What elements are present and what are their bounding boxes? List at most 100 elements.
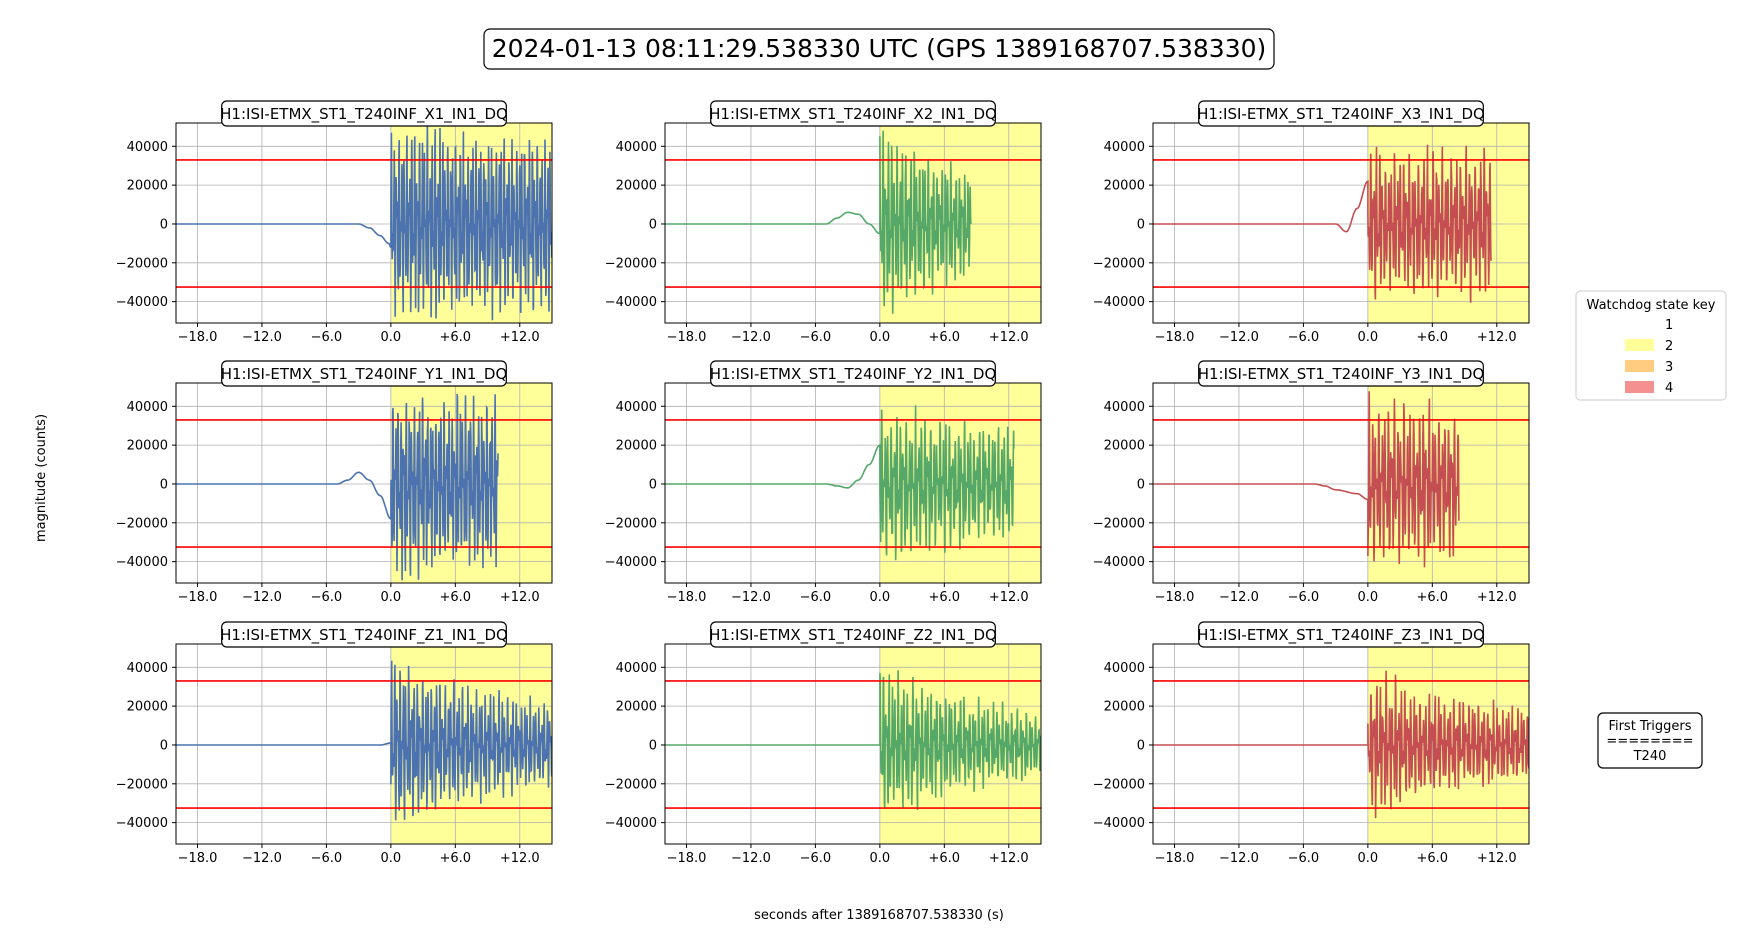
x-tick-label: 0.0 <box>1358 590 1379 605</box>
y-tick-label: 20000 <box>1104 179 1145 194</box>
y-tick-label: 20000 <box>127 179 168 194</box>
y-tick-label: −20000 <box>605 256 657 271</box>
y-tick-label: 20000 <box>127 700 168 715</box>
x-tick-label: +12.0 <box>500 590 540 605</box>
y-tick-label: −20000 <box>1093 516 1145 531</box>
legend-label-2: 2 <box>1665 339 1673 354</box>
x-tick-label: 0.0 <box>381 851 402 866</box>
panel-9: −18.0 −12.0 −6.0 0.0 +6.0 +12.0 40000 20000 0 −20… <box>1093 621 1530 866</box>
y-tick-label: 20000 <box>616 700 657 715</box>
panel-title-box <box>1198 100 1484 127</box>
legend-swatch-3 <box>1625 360 1654 372</box>
panel-title: H1:ISI-ETMX_ST1_T240INF_Z1_IN1_DQ <box>220 626 508 645</box>
panels: −18.0 −12.0 −6.0 0.0 +6.0 +12.0 40000 20000 0 −20… <box>116 100 1530 866</box>
figure-ylabel: magnitude (counts) <box>34 414 49 542</box>
x-tick-label: +12.0 <box>500 330 540 345</box>
panel-title: H1:ISI-ETMX_ST1_T240INF_Z3_IN1_DQ <box>1197 626 1485 645</box>
panel-title: H1:ISI-ETMX_ST1_T240INF_X2_IN1_DQ <box>709 105 997 124</box>
signal-line <box>1153 670 1529 819</box>
signal-line <box>665 130 972 314</box>
figure-title: 2024-01-13 08:11:29.538330 UTC (GPS 1389… <box>492 34 1267 63</box>
x-tick-label: +6.0 <box>440 330 472 345</box>
x-tick-label: −12.0 <box>731 330 771 345</box>
panel-title: H1:ISI-ETMX_ST1_T240INF_Y1_IN1_DQ <box>221 365 508 384</box>
panel-title: H1:ISI-ETMX_ST1_T240INF_X1_IN1_DQ <box>220 105 508 124</box>
panel-title: H1:ISI-ETMX_ST1_T240INF_Z2_IN1_DQ <box>709 626 997 645</box>
x-tick-label: −12.0 <box>731 851 771 866</box>
y-tick-label: 20000 <box>1104 700 1145 715</box>
x-tick-label: +6.0 <box>1417 590 1449 605</box>
figure-xlabel: seconds after 1389168707.538330 (s) <box>754 908 1004 923</box>
signal-line <box>1153 391 1460 568</box>
y-tick-label: −20000 <box>605 516 657 531</box>
signal-line <box>176 393 499 581</box>
panel-3: −18.0 −12.0 −6.0 0.0 +6.0 +12.0 40000 20000 0 −20… <box>1093 100 1530 345</box>
x-tick-label: 0.0 <box>381 330 402 345</box>
y-tick-label: 20000 <box>616 439 657 454</box>
panel-6: −18.0 −12.0 −6.0 0.0 +6.0 +12.0 40000 20000 0 −20… <box>1093 360 1530 605</box>
x-tick-label: −12.0 <box>1219 851 1259 866</box>
y-tick-label: 0 <box>1137 738 1145 753</box>
x-tick-label: −18.0 <box>178 851 218 866</box>
triggers-value: T240 <box>1633 749 1667 764</box>
panel-5: −18.0 −12.0 −6.0 0.0 +6.0 +12.0 40000 20000 0 −20… <box>605 360 1042 605</box>
x-tick-label: −6.0 <box>311 330 343 345</box>
triggers-separator: ======== <box>1606 734 1693 749</box>
x-tick-label: −18.0 <box>667 590 707 605</box>
y-tick-label: −20000 <box>116 777 168 792</box>
x-tick-label: +6.0 <box>440 851 472 866</box>
x-tick-label: −18.0 <box>1155 590 1195 605</box>
legend-label-3: 3 <box>1665 360 1673 375</box>
x-tick-label: −18.0 <box>1155 330 1195 345</box>
panel-title: H1:ISI-ETMX_ST1_T240INF_X3_IN1_DQ <box>1197 105 1485 124</box>
x-tick-label: 0.0 <box>381 590 402 605</box>
signal-line <box>176 660 552 821</box>
watchdog-legend: Watchdog state key 1 2 3 4 <box>1575 290 1727 401</box>
x-tick-label: −6.0 <box>800 590 832 605</box>
y-tick-label: 40000 <box>1104 400 1145 415</box>
panel-2: −18.0 −12.0 −6.0 0.0 +6.0 +12.0 40000 20000 0 −20… <box>605 100 1042 345</box>
y-tick-label: −40000 <box>1093 295 1145 310</box>
panel-title: H1:ISI-ETMX_ST1_T240INF_Y3_IN1_DQ <box>1198 365 1485 384</box>
legend-swatch-4 <box>1625 381 1654 393</box>
x-tick-label: +12.0 <box>500 851 540 866</box>
y-tick-label: 40000 <box>127 140 168 155</box>
x-tick-label: −6.0 <box>311 851 343 866</box>
legend-swatch-2 <box>1625 339 1654 351</box>
y-tick-label: −40000 <box>1093 816 1145 831</box>
y-tick-label: 0 <box>649 477 657 492</box>
panel-title-box <box>221 360 507 387</box>
x-tick-label: 0.0 <box>870 851 891 866</box>
x-tick-label: −12.0 <box>1219 590 1259 605</box>
x-tick-label: −18.0 <box>1155 851 1195 866</box>
x-tick-label: +12.0 <box>1477 590 1517 605</box>
legend-swatch-1 <box>1625 318 1654 330</box>
x-tick-label: −12.0 <box>242 851 282 866</box>
triggers-frame <box>1597 712 1703 769</box>
x-tick-label: +6.0 <box>1417 330 1449 345</box>
y-tick-label: −40000 <box>605 816 657 831</box>
x-tick-label: −6.0 <box>311 590 343 605</box>
x-tick-label: −12.0 <box>242 590 282 605</box>
x-tick-label: −18.0 <box>667 330 707 345</box>
x-tick-label: 0.0 <box>870 590 891 605</box>
panel-title-box <box>1198 621 1484 648</box>
panel-8: −18.0 −12.0 −6.0 0.0 +6.0 +12.0 40000 20000 0 −20… <box>605 621 1042 866</box>
panel-title-box <box>221 100 507 127</box>
figure-title-box <box>483 28 1275 70</box>
x-tick-label: 0.0 <box>870 330 891 345</box>
y-tick-label: 20000 <box>616 179 657 194</box>
y-tick-label: 40000 <box>616 140 657 155</box>
y-tick-label: −40000 <box>1093 555 1145 570</box>
y-tick-label: 0 <box>160 738 168 753</box>
signal-line <box>665 670 1041 811</box>
x-tick-label: +6.0 <box>1417 851 1449 866</box>
y-tick-label: 0 <box>160 217 168 232</box>
y-tick-label: 0 <box>1137 477 1145 492</box>
x-tick-label: −6.0 <box>1288 590 1320 605</box>
y-tick-label: −20000 <box>116 516 168 531</box>
x-tick-label: −18.0 <box>178 330 218 345</box>
y-tick-label: −40000 <box>605 555 657 570</box>
y-tick-label: 40000 <box>1104 140 1145 155</box>
